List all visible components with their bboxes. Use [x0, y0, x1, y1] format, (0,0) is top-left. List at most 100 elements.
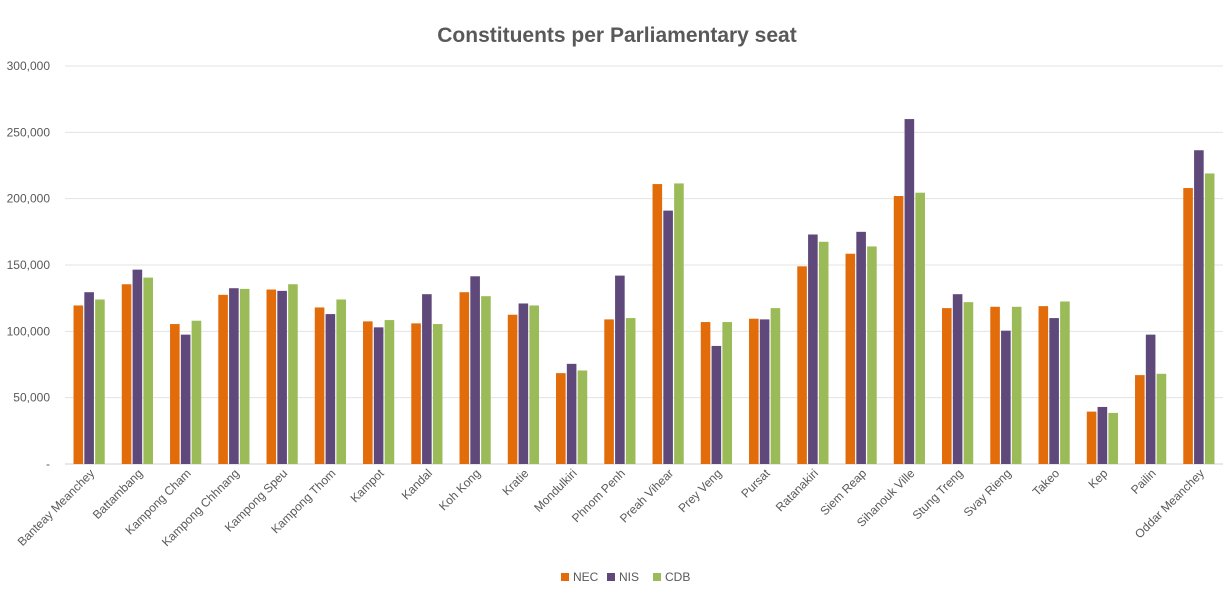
legend-swatch-cdb: [653, 573, 661, 581]
x-category-label: Ratanakiri: [773, 466, 821, 514]
bar-nec: [700, 322, 711, 464]
x-category-label: Kampot: [348, 466, 388, 506]
bar-nec: [411, 323, 421, 464]
bar-cdb: [384, 320, 395, 464]
x-category-label: Banteay Meanchey: [15, 466, 98, 549]
bar-nis: [132, 269, 143, 464]
bar-nec: [1183, 188, 1193, 465]
bar-cdb: [529, 305, 539, 464]
x-category-label: Kratie: [499, 466, 531, 498]
x-category-label: Pursat: [738, 466, 773, 501]
bars: [73, 119, 1215, 465]
bar-cdb: [191, 320, 202, 464]
x-category-label: Stung Treng: [910, 466, 966, 522]
bar-cdb: [1011, 306, 1022, 464]
bar-cdb: [143, 277, 153, 464]
x-category-label: Kandal: [399, 466, 435, 502]
bar-cdb: [963, 302, 974, 464]
bar-nec: [604, 319, 614, 464]
x-category-label: Pailin: [1128, 466, 1159, 497]
bar-cdb: [432, 324, 443, 464]
x-category-label: Takeo: [1030, 466, 1063, 499]
bar-nis: [180, 334, 191, 464]
gridlines: [65, 65, 1223, 465]
bar-nec: [266, 289, 277, 464]
chart-title: Constituents per Parliamentary seat: [437, 24, 796, 47]
bar-nec: [893, 196, 904, 464]
bar-cdb: [625, 318, 636, 464]
y-tick-label: 250,000: [7, 125, 51, 139]
bar-cdb: [481, 296, 491, 464]
y-tick-label: 200,000: [7, 192, 51, 206]
y-axis-ticks: - 50,000 100,000 150,000 200,000 250,000 300,0…: [7, 59, 51, 471]
bar-nis: [663, 210, 673, 464]
bar-cdb: [770, 308, 781, 464]
bar-nis: [422, 294, 432, 464]
bar-nec: [507, 314, 518, 464]
bar-nec: [990, 306, 1000, 464]
bar-nis: [277, 290, 287, 464]
bar-nis: [1145, 334, 1156, 464]
bar-nec: [845, 253, 856, 464]
bar-nis: [1049, 318, 1059, 464]
bar-nis: [229, 288, 239, 464]
bar-nec: [121, 284, 132, 464]
bar-cdb: [336, 299, 346, 464]
bar-nec: [73, 305, 84, 464]
bar-nec: [170, 324, 180, 464]
bar-cdb: [915, 192, 925, 464]
bar-nis: [1097, 406, 1108, 464]
y-tick-label: 300,000: [7, 59, 51, 73]
legend-swatch-nec: [561, 573, 569, 581]
bar-cdb: [239, 288, 250, 464]
legend-label-nec: NEC: [573, 570, 599, 584]
bar-nis: [808, 234, 818, 464]
y-tick-label: -: [46, 457, 50, 471]
bar-cdb: [818, 241, 829, 464]
bar-nis: [759, 319, 770, 464]
bar-nec: [218, 294, 228, 464]
x-category-label: Prey Veng: [675, 466, 724, 515]
bar-nec: [459, 292, 470, 464]
bar-nec: [942, 308, 952, 464]
x-category-label: Mondulkiri: [531, 466, 580, 515]
x-category-label: Svay Rieng: [961, 466, 1014, 519]
bar-cdb: [867, 246, 877, 464]
legend-label-cdb: CDB: [665, 570, 690, 584]
bar-nis: [373, 327, 384, 464]
bar-cdb: [95, 299, 105, 464]
bar-nis: [615, 275, 625, 464]
bar-nis: [566, 363, 577, 464]
bar-cdb: [288, 284, 298, 464]
y-tick-label: 100,000: [7, 324, 51, 338]
bar-cdb: [577, 370, 588, 464]
bar-nis: [952, 294, 963, 464]
bar-nis: [1001, 330, 1011, 464]
bar-cdb: [674, 183, 684, 464]
bar-nis: [904, 119, 915, 464]
bar-nec: [749, 318, 759, 464]
bar-cdb: [722, 322, 732, 464]
x-category-label: Koh Kong: [436, 466, 483, 513]
bar-nec: [652, 184, 663, 464]
bar-nis: [711, 345, 722, 464]
bar-nis: [1194, 150, 1204, 465]
bar-nec: [1086, 411, 1097, 464]
x-category-label: Kep: [1085, 466, 1110, 491]
bar-cdb: [1204, 173, 1215, 464]
bar-nis: [325, 314, 336, 464]
bar-cdb: [1156, 373, 1167, 464]
bar-nis: [518, 303, 529, 464]
bar-nec: [1135, 375, 1145, 464]
bar-nec: [556, 373, 566, 464]
legend: NEC NIS CDB: [561, 570, 690, 584]
bar-nis: [856, 231, 866, 464]
bar-cdb: [1060, 301, 1070, 464]
y-tick-label: 50,000: [13, 391, 50, 405]
x-category-label: Siem Reap: [817, 466, 869, 518]
legend-swatch-nis: [607, 573, 615, 581]
bar-nis: [84, 292, 94, 464]
